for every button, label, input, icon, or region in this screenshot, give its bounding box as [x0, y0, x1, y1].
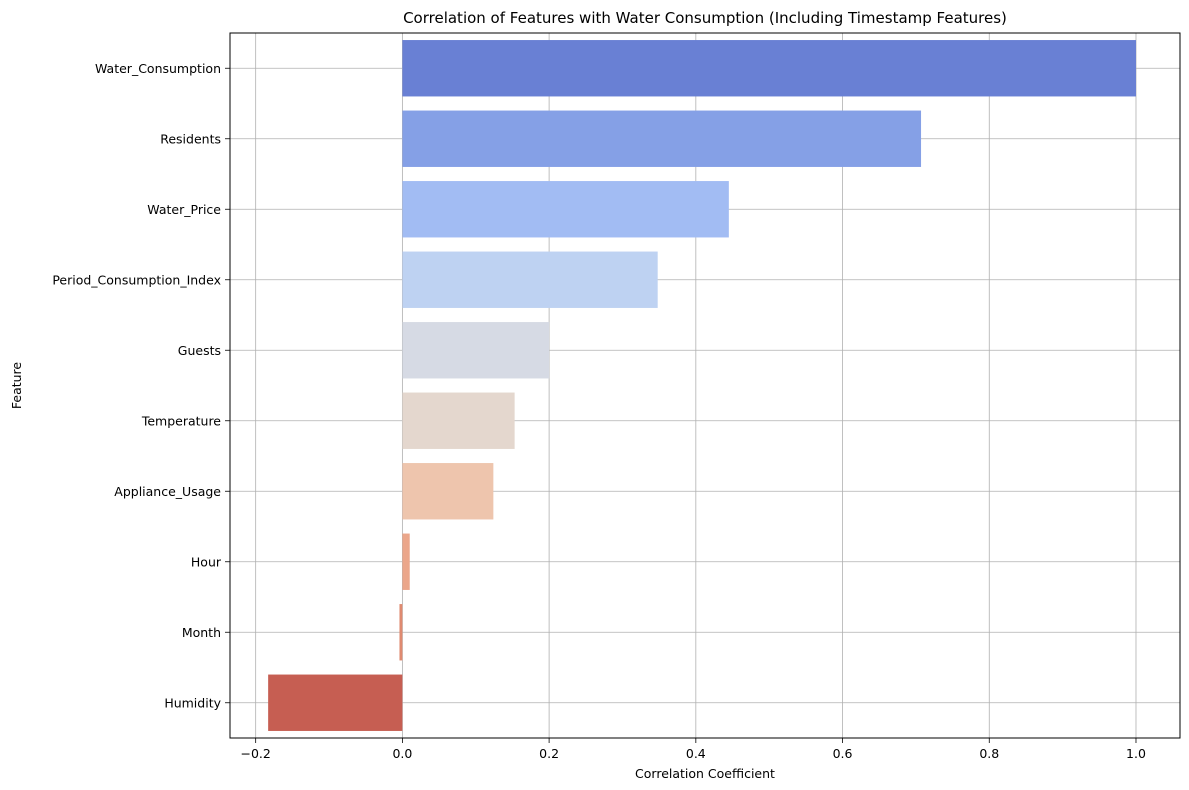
bar-humidity [268, 674, 403, 731]
chart-title: Correlation of Features with Water Consu… [403, 9, 1007, 27]
y-tick-label: Hour [191, 554, 222, 569]
y-tick-label: Guests [178, 343, 221, 358]
y-axis-label: Feature [9, 362, 24, 410]
bar-period-consumption-index [402, 251, 658, 308]
x-tick-label: 0.4 [686, 746, 706, 761]
y-tick-label: Water_Price [147, 202, 221, 217]
y-tick-label: Month [182, 625, 221, 640]
bar-month [399, 604, 403, 661]
bar-hour [402, 533, 410, 590]
plot-frame [229, 32, 1181, 739]
bar-residents [402, 110, 922, 167]
y-tick-label: Residents [160, 131, 221, 146]
x-tick-label: 1.0 [1126, 746, 1146, 761]
x-tick-label: 0.2 [539, 746, 559, 761]
y-tick-label: Water_Consumption [95, 61, 221, 76]
bar-water-consumption [402, 40, 1136, 97]
y-axis-ticks: Water_Consumption Residents Water_Price Per… [52, 61, 230, 710]
x-tick-label: 0.8 [979, 746, 999, 761]
y-tick-label: Temperature [141, 413, 221, 428]
x-axis-label: Correlation Coefficient [635, 766, 775, 781]
bars [268, 40, 1136, 731]
y-tick-label: Appliance_Usage [114, 484, 221, 499]
y-tick-label: Period_Consumption_Index [52, 272, 221, 287]
x-tick-label: 0.6 [833, 746, 853, 761]
x-axis-ticks: −0.2 0.0 0.2 0.4 0.6 0.8 1.0 [240, 738, 1146, 761]
bar-appliance-usage [402, 463, 494, 520]
bar-temperature [402, 392, 515, 449]
y-tick-label: Humidity [164, 695, 221, 710]
bar-guests [402, 322, 550, 379]
x-tick-label: 0.0 [392, 746, 412, 761]
bar-water-price [402, 181, 729, 238]
x-tick-label: −0.2 [240, 746, 270, 761]
grid-lines [230, 33, 1180, 738]
